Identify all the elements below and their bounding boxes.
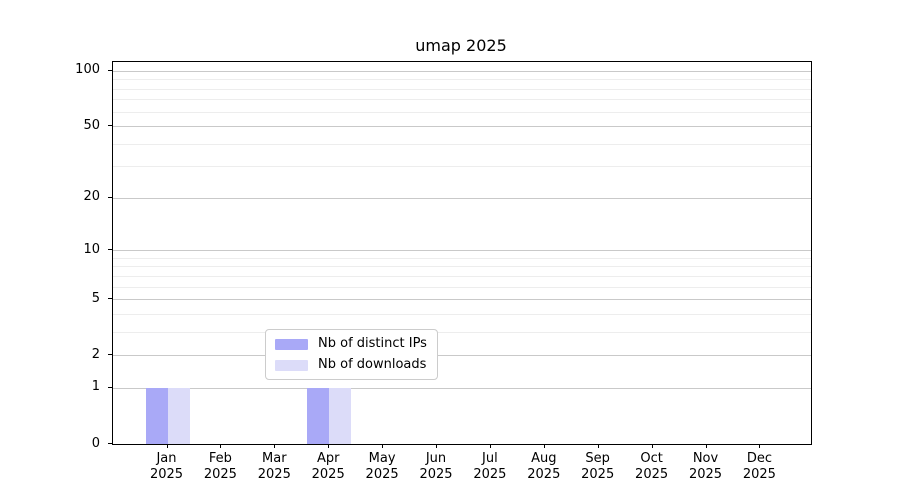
- gridline-major: [113, 197, 811, 199]
- y-tick-label: 10: [83, 241, 100, 257]
- gridline-major: [113, 299, 811, 301]
- x-tick-mark: [166, 444, 168, 448]
- x-tick-label: Mar 2025: [247, 451, 301, 483]
- x-tick-label-line: 2025: [527, 467, 561, 482]
- x-tick-label-line: 2025: [365, 467, 399, 482]
- x-tick-label: Dec 2025: [732, 451, 786, 483]
- x-tick-label-line: 2025: [473, 467, 507, 482]
- x-tick-label-line: Aug: [531, 451, 557, 466]
- x-tick-label-line: May: [368, 451, 396, 466]
- x-tick-label-line: Oct: [640, 451, 663, 466]
- gridline-minor: [113, 275, 811, 277]
- gridline-major: [113, 70, 811, 72]
- y-tick-mark: [108, 386, 112, 388]
- legend: Nb of distinct IPs Nb of downloads: [265, 329, 438, 380]
- x-tick-label: Oct 2025: [625, 451, 679, 483]
- legend-swatch: [275, 359, 308, 371]
- x-tick-mark: [382, 444, 384, 448]
- x-tick-label-line: 2025: [311, 467, 345, 482]
- gridline-minor: [113, 313, 811, 315]
- x-tick-label: Jun 2025: [409, 451, 463, 483]
- legend-label: Nb of distinct IPs: [318, 336, 427, 351]
- x-tick-mark: [759, 444, 761, 448]
- x-tick-mark: [274, 444, 276, 448]
- x-tick-mark: [220, 444, 222, 448]
- x-tick-label: Sep 2025: [571, 451, 625, 483]
- gridline-minor: [113, 286, 811, 288]
- legend-row: Nb of downloads: [275, 358, 427, 372]
- bar-nb-of-distinct-ips: [145, 387, 168, 444]
- x-tick-mark: [543, 444, 545, 448]
- x-tick-mark: [489, 444, 491, 448]
- gridline-major: [113, 250, 811, 252]
- bar-nb-of-downloads: [167, 387, 190, 444]
- gridline-minor: [113, 331, 811, 333]
- legend-row: Nb of distinct IPs: [275, 337, 427, 351]
- x-tick-label: Jul 2025: [463, 451, 517, 483]
- y-tick-mark: [108, 443, 112, 444]
- x-tick-label-line: 2025: [149, 467, 184, 482]
- y-tick-mark: [108, 354, 112, 356]
- x-tick-label-line: Mar: [262, 451, 287, 466]
- x-tick-label: Jan 2025: [140, 451, 194, 483]
- y-tick-label: 0: [91, 435, 100, 451]
- x-tick-label-line: 2025: [419, 467, 453, 482]
- y-tick-mark: [108, 196, 112, 198]
- x-tick-label-line: Jan: [156, 451, 177, 466]
- x-tick-label-line: Dec: [746, 451, 772, 466]
- x-tick-label-line: Feb: [208, 451, 232, 466]
- chart-title: umap 2025: [415, 36, 507, 55]
- y-tick-mark: [108, 249, 112, 251]
- x-tick-mark: [705, 444, 707, 448]
- gridline-minor: [113, 166, 811, 168]
- x-tick-label-line: Apr: [316, 451, 340, 466]
- x-tick-label-line: Sep: [585, 451, 610, 466]
- x-tick-label: Apr 2025: [301, 451, 355, 483]
- x-tick-mark: [436, 444, 437, 448]
- gridline-major: [113, 355, 811, 357]
- bar-nb-of-downloads: [329, 387, 352, 444]
- x-tick-label-line: 2025: [581, 467, 615, 482]
- gridline-minor: [113, 111, 811, 113]
- y-tick-label: 100: [75, 62, 100, 78]
- gridline-minor: [113, 79, 811, 81]
- gridline-minor: [113, 88, 811, 90]
- x-tick-label: Aug 2025: [517, 451, 571, 483]
- bar-nb-of-distinct-ips: [307, 387, 330, 444]
- gridline-minor: [113, 257, 811, 259]
- x-tick-mark: [651, 444, 653, 448]
- x-tick-label: Feb 2025: [193, 451, 247, 483]
- gridline-minor: [113, 143, 811, 145]
- gridline-major: [113, 387, 811, 389]
- x-tick-label-line: 2025: [257, 467, 291, 482]
- gridline-minor: [113, 99, 811, 101]
- y-tick-mark: [108, 69, 112, 71]
- x-tick-label: May 2025: [355, 451, 409, 483]
- x-tick-label-line: Jul: [482, 451, 498, 466]
- y-tick-label: 20: [83, 189, 100, 205]
- plot-area: [112, 61, 812, 445]
- x-tick-label-line: 2025: [203, 467, 237, 482]
- gridline-minor: [113, 266, 811, 268]
- y-tick-label: 2: [91, 346, 100, 362]
- legend-swatch: [275, 338, 308, 350]
- x-tick-label-line: Jun: [425, 451, 447, 466]
- y-tick-label: 5: [91, 290, 100, 306]
- x-tick-label: Nov 2025: [679, 451, 733, 483]
- x-tick-mark: [597, 444, 599, 448]
- x-tick-mark: [328, 444, 330, 448]
- y-tick-mark: [108, 298, 112, 300]
- y-tick-label: 1: [91, 379, 100, 395]
- y-tick-mark: [108, 125, 112, 127]
- legend-label: Nb of downloads: [318, 357, 427, 372]
- x-tick-label-line: 2025: [635, 467, 669, 482]
- x-tick-label-line: 2025: [742, 467, 776, 482]
- x-tick-label-line: Nov: [692, 451, 719, 466]
- gridline-major: [113, 126, 811, 128]
- x-tick-label-line: 2025: [688, 467, 723, 482]
- y-tick-label: 50: [83, 117, 100, 133]
